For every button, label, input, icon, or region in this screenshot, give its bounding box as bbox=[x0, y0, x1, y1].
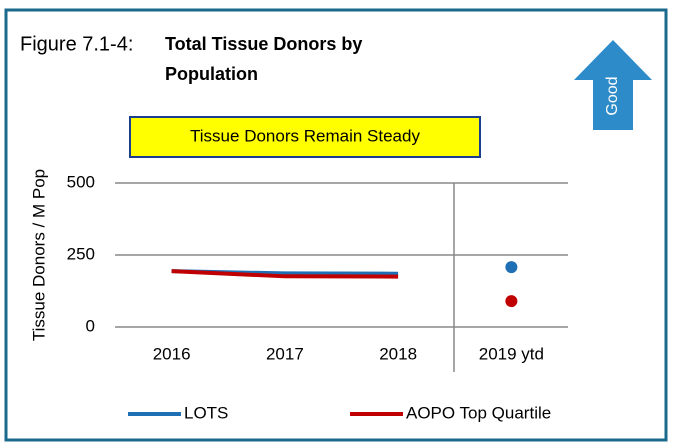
y-tick-label: 500 bbox=[67, 172, 95, 191]
x-tick-label: 2017 bbox=[266, 344, 304, 363]
figure-label: Figure 7.1-4: bbox=[20, 33, 133, 55]
chart-title: Population bbox=[165, 64, 258, 84]
y-tick-label: 0 bbox=[86, 316, 95, 335]
x-tick-label: 2018 bbox=[379, 344, 417, 363]
chart-title: Total Tissue Donors by bbox=[165, 34, 362, 54]
legend-label: AOPO Top Quartile bbox=[406, 403, 551, 422]
frame bbox=[4, 8, 668, 442]
good-arrow bbox=[574, 40, 652, 130]
legend-label: LOTS bbox=[184, 403, 228, 422]
ytd-point bbox=[505, 261, 518, 274]
annotation: Tissue Donors Remain Steady bbox=[190, 126, 420, 145]
x-tick-label: 2016 bbox=[153, 344, 191, 363]
y-axis-label: Tissue Donors / M Pop bbox=[29, 169, 48, 341]
y-tick-label: 250 bbox=[67, 244, 95, 263]
direction-label: Good bbox=[604, 76, 621, 115]
series-line bbox=[171, 269, 399, 279]
ytd-point bbox=[505, 295, 518, 308]
annotation-box bbox=[129, 116, 481, 158]
x-tick-label: 2019 ytd bbox=[479, 344, 544, 363]
